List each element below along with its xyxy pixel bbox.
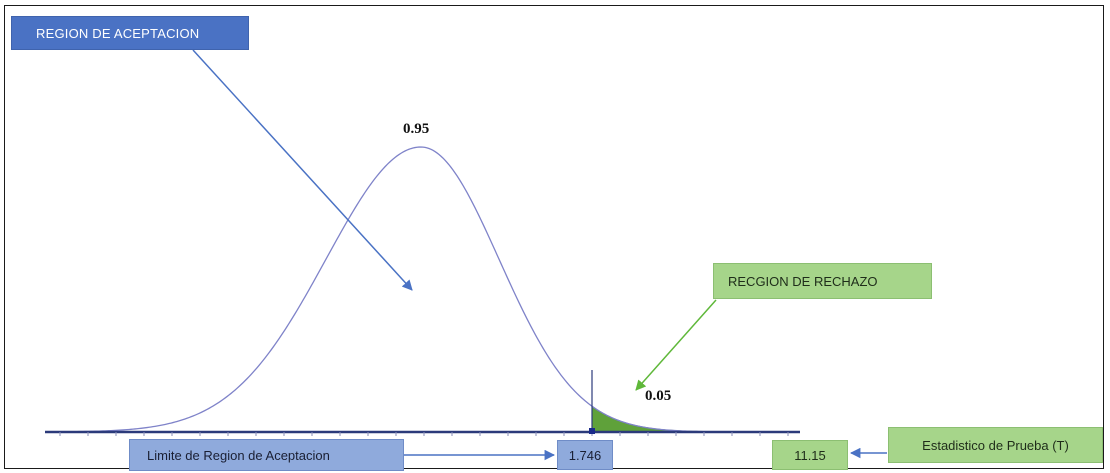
- critical-value-marker: [589, 428, 595, 434]
- rejection-region-fill: [591, 405, 790, 433]
- acceptance-region-label: REGION DE ACEPTACION: [11, 16, 249, 50]
- rejection-region-label: RECGION DE RECHAZO: [713, 263, 932, 299]
- critical-value-label: 1.746: [557, 440, 613, 470]
- diagram-frame: [4, 5, 1104, 469]
- rejection-region-arrow: [635, 299, 717, 391]
- acceptance-region-arrow: [192, 49, 413, 291]
- test-statistic-label: Estadistico de Prueba (T): [888, 427, 1103, 463]
- acceptance-probability-label: 0.95: [403, 121, 430, 137]
- rejection-probability-label: 0.05: [645, 388, 672, 404]
- acceptance-limit-label: Limite de Region de Aceptacion: [129, 439, 404, 471]
- density-curve: [44, 146, 799, 433]
- test-statistic-value-label: 11.15: [772, 440, 848, 470]
